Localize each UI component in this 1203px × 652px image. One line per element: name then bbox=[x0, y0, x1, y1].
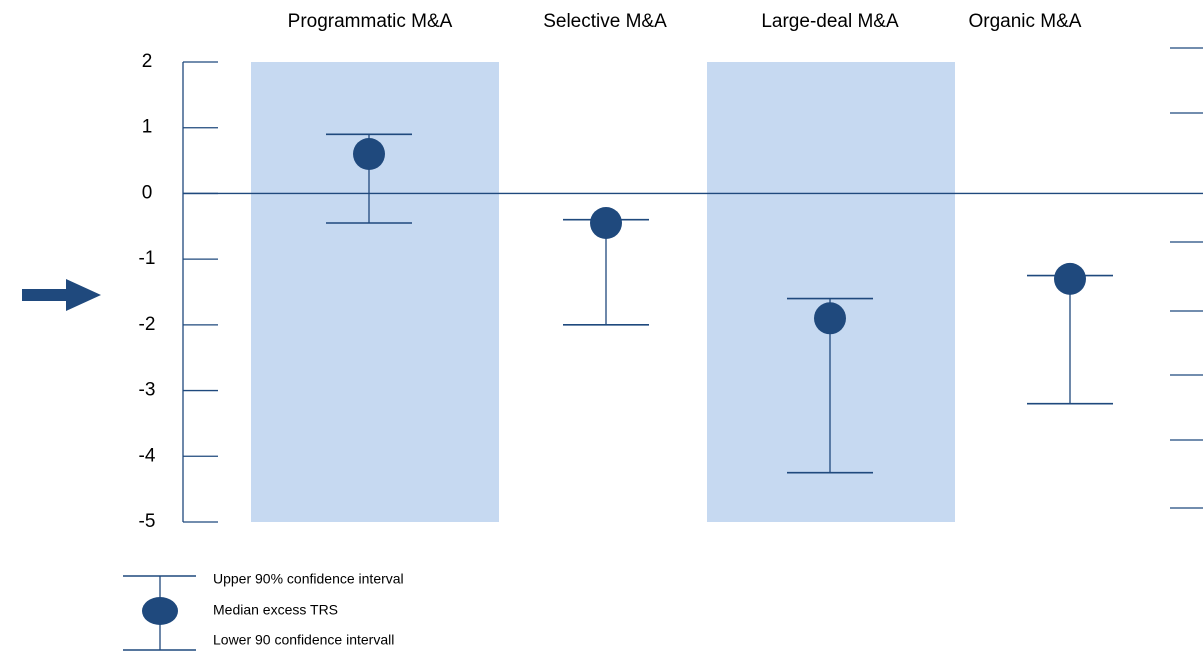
category-label: Organic M&A bbox=[969, 11, 1082, 32]
cropped-axis bbox=[1170, 47, 1203, 509]
median-dot bbox=[1054, 262, 1086, 295]
category-label: Selective M&A bbox=[543, 11, 667, 32]
y-tick-label: 1 bbox=[142, 117, 153, 138]
category-band bbox=[707, 62, 955, 522]
arrow bbox=[22, 279, 101, 311]
median-dot bbox=[814, 302, 846, 335]
category-label: Large-deal M&A bbox=[761, 11, 899, 32]
legend-label: Lower 90 confidence intervall bbox=[213, 632, 394, 648]
category-band bbox=[251, 62, 499, 522]
legend-label: Median excess TRS bbox=[213, 602, 338, 618]
y-tick-label: 2 bbox=[142, 51, 153, 72]
y-tick-label: -5 bbox=[139, 511, 156, 532]
y-tick-label: 0 bbox=[142, 182, 153, 203]
legend-dot bbox=[142, 597, 178, 625]
y-tick-label: -3 bbox=[139, 380, 156, 401]
category-label: Programmatic M&A bbox=[288, 11, 453, 32]
median-dot bbox=[590, 207, 622, 239]
legend-label: Upper 90% confidence interval bbox=[213, 571, 404, 587]
y-tick-label: -4 bbox=[139, 445, 156, 466]
y-tick-label: -2 bbox=[139, 314, 156, 335]
y-tick-label: -1 bbox=[139, 248, 156, 269]
median-dot bbox=[353, 138, 385, 170]
